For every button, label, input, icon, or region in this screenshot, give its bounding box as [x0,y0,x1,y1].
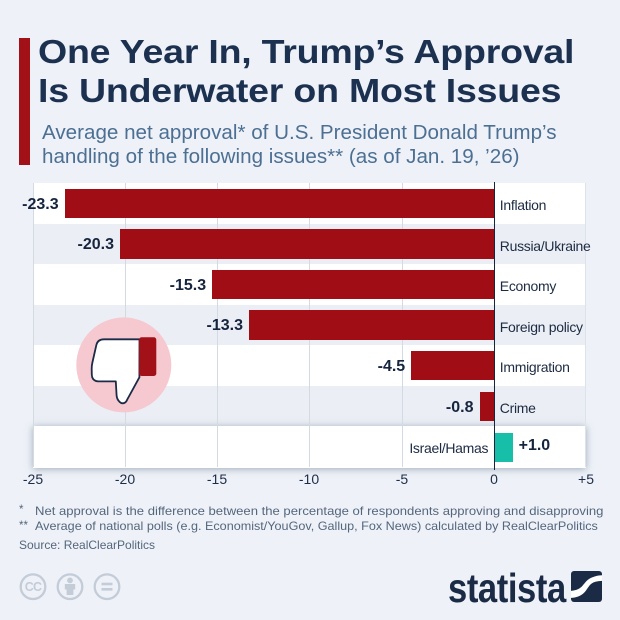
svg-text:CC: CC [25,580,42,594]
